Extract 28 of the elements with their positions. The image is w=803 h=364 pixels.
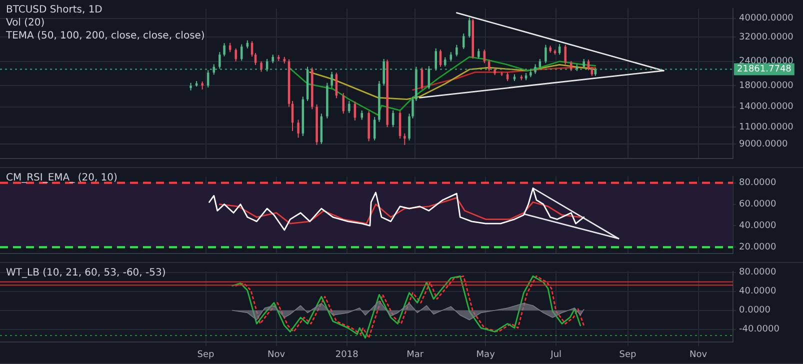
annotation: Vol (20): [6, 18, 45, 29]
x-tick-label: Sep: [619, 350, 637, 360]
ref-line-label: 21861.7748: [737, 64, 792, 75]
y-tick-label: 80.0000: [739, 268, 776, 278]
y-tick-label: 14000.0000: [739, 102, 794, 112]
y-tick-label: 32000.0000: [739, 32, 794, 42]
x-tick-label: Nov: [268, 350, 286, 360]
x-tick-label: Mar: [406, 350, 424, 360]
y-tick-label: 0.0000: [739, 306, 771, 316]
x-tick-label: Nov: [690, 350, 708, 360]
x-tick-label: Jul: [550, 350, 562, 360]
chart-title: BTCUSD Shorts, 1D: [6, 4, 103, 16]
x-tick-label: May: [476, 350, 496, 360]
annotation: TEMA (50, 100, 200, close, close, close): [5, 30, 205, 42]
y-tick-label: 80.0000: [739, 178, 776, 188]
y-tick-label: 11000.0000: [739, 122, 794, 132]
chart-title: WT_LB (10, 21, 60, 53, -60, -53): [6, 268, 166, 279]
y-tick-label: 18000.0000: [739, 80, 794, 91]
y-tick-label: 40.0000: [739, 286, 776, 297]
y-tick-label: 9000.0000: [739, 139, 788, 150]
x-tick-label: 2018: [335, 350, 359, 360]
y-tick-label: 20.0000: [739, 242, 776, 253]
y-tick-label: 40000.0000: [739, 14, 794, 24]
y-tick-label: 40.0000: [739, 221, 776, 232]
chart-title: CM_RSI_EMA_ (20, 10): [6, 172, 118, 184]
x-tick-label: Sep: [197, 350, 215, 360]
y-tick-label: -40.0000: [739, 324, 780, 335]
y-tick-label: 60.0000: [739, 200, 776, 210]
